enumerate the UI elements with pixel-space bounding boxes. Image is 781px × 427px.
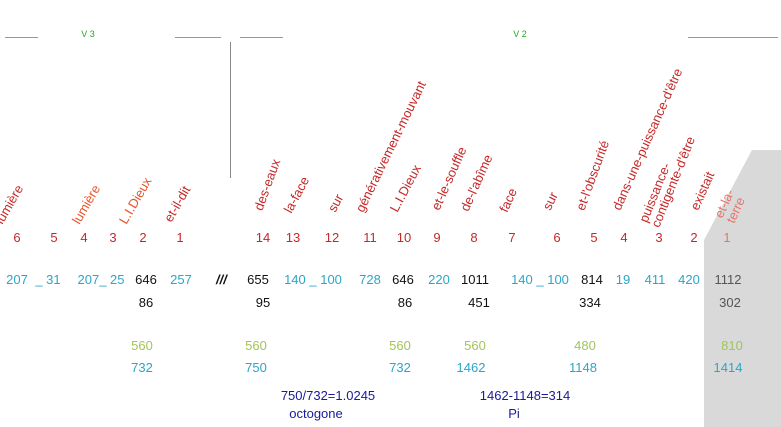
value-v3-row1-2: _ 31 (35, 272, 61, 287)
result-formula-octogone: 750/732=1.0245 (280, 388, 376, 403)
index-v3-6: 1 (176, 230, 184, 245)
value-v2-row1-1: 655 (247, 272, 269, 287)
value-v2-row4-1: 750 (245, 360, 267, 375)
value-v2-row3-4: 480 (574, 338, 596, 353)
index-v3-1: 6 (13, 230, 21, 245)
value-v2-row2-3: 451 (468, 295, 490, 310)
value-v3-row1-4: 646 (135, 272, 157, 287)
index-v2-9: 6 (553, 230, 561, 245)
verse-divider (230, 42, 231, 178)
index-v2-2: 13 (285, 230, 301, 245)
value-v2-row1-12: 1112 (714, 272, 742, 287)
verse-label-v2: V 2 (513, 29, 527, 39)
value-v2-row2-1: 95 (255, 295, 271, 310)
index-v2-3: 12 (324, 230, 340, 245)
value-v2-row1-2: 140 _ 100 (284, 272, 342, 287)
value-v2-row1-8: 814 (581, 272, 603, 287)
value-v3-row1-3: 207_ 25 (77, 272, 125, 287)
rule-v3-right (175, 37, 221, 38)
value-v2-row4-3: 1462 (456, 360, 486, 375)
value-v2-row1-5: 220 (428, 272, 450, 287)
value-v2-row1-7: 140 _ 100 (511, 272, 569, 287)
index-v2-6: 9 (433, 230, 441, 245)
result-formula-pi: 1462-1148=314 (479, 388, 571, 403)
index-v2-4: 11 (363, 230, 377, 245)
index-v3-4: 3 (109, 230, 117, 245)
value-v2-row3-5: 810 (721, 338, 743, 353)
index-v2-1: 14 (255, 230, 271, 245)
index-v3-5: 2 (139, 230, 147, 245)
index-v2-11: 4 (620, 230, 628, 245)
value-v3-row1-5: 257 (170, 272, 192, 287)
value-v2-row4-5: 1414 (713, 360, 743, 375)
value-v3-row4-1: 732 (131, 360, 153, 375)
value-v2-row1-3: 728 (359, 272, 381, 287)
value-v2-row1-11: 420 (678, 272, 700, 287)
verse-separator: /// (216, 272, 227, 287)
index-v2-10: 5 (590, 230, 598, 245)
value-v2-row3-3: 560 (464, 338, 486, 353)
index-v2-8: 7 (508, 230, 516, 245)
value-v3-row1-1: 207 (6, 272, 28, 287)
shade-polygon (704, 150, 781, 427)
result-caption-pi: Pi (508, 406, 520, 421)
rule-v2-left (240, 37, 283, 38)
value-v3-row2-1: 86 (138, 295, 154, 310)
index-v3-2: 5 (50, 230, 58, 245)
result-caption-octogone: octogone (289, 406, 343, 421)
index-v2-12: 3 (655, 230, 663, 245)
value-v2-row1-10: 411 (644, 272, 666, 287)
value-v2-row2-2: 86 (397, 295, 413, 310)
value-v2-row4-4: 1148 (569, 360, 597, 375)
index-v2-14: 1 (723, 230, 731, 245)
value-v2-row1-9: 19 (615, 272, 631, 287)
index-v2-5: 10 (396, 230, 412, 245)
value-v2-row2-4: 334 (579, 295, 601, 310)
index-v2-13: 2 (690, 230, 698, 245)
rule-v3-left (5, 37, 38, 38)
value-v2-row1-4: 646 (392, 272, 414, 287)
value-v2-row2-5: 302 (719, 295, 741, 310)
value-v3-row3-1: 560 (131, 338, 153, 353)
value-v2-row4-2: 732 (389, 360, 411, 375)
index-v3-3: 4 (80, 230, 88, 245)
rule-v2-right (688, 37, 778, 38)
verse-label-v3: V 3 (81, 29, 95, 39)
value-v2-row3-2: 560 (389, 338, 411, 353)
index-v2-7: 8 (470, 230, 478, 245)
value-v2-row1-6: 1011 (461, 272, 489, 287)
value-v2-row3-1: 560 (245, 338, 267, 353)
